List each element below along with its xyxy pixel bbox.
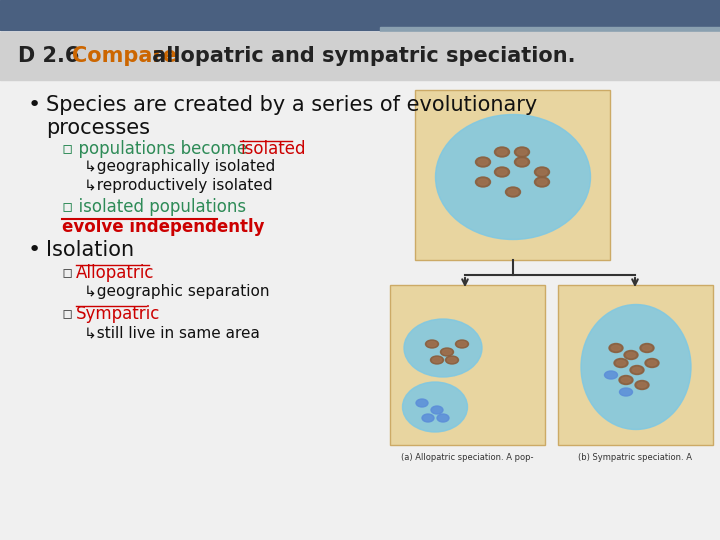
Text: ↳geographic separation: ↳geographic separation	[84, 284, 269, 299]
Ellipse shape	[626, 353, 636, 357]
Ellipse shape	[422, 414, 434, 422]
Ellipse shape	[402, 382, 467, 432]
Ellipse shape	[443, 349, 451, 354]
Ellipse shape	[619, 375, 633, 384]
Text: ↳geographically isolated: ↳geographically isolated	[84, 159, 275, 174]
Ellipse shape	[495, 167, 510, 177]
Ellipse shape	[495, 147, 510, 157]
Ellipse shape	[635, 381, 649, 389]
Text: ▫: ▫	[62, 305, 78, 323]
Ellipse shape	[508, 189, 518, 195]
Bar	[380, 27, 720, 45]
Ellipse shape	[517, 159, 527, 165]
Ellipse shape	[433, 357, 441, 362]
Ellipse shape	[614, 359, 628, 368]
Ellipse shape	[534, 167, 549, 177]
Bar	[0, 32, 720, 80]
Ellipse shape	[437, 414, 449, 422]
Ellipse shape	[616, 361, 626, 366]
Ellipse shape	[534, 177, 549, 187]
Ellipse shape	[441, 348, 454, 356]
Text: ↳reproductively isolated: ↳reproductively isolated	[84, 178, 273, 193]
Ellipse shape	[605, 371, 618, 379]
Text: ▫ populations become: ▫ populations become	[62, 140, 253, 158]
Text: (b) Sympatric speciation. A: (b) Sympatric speciation. A	[578, 453, 693, 462]
Text: ↳still live in same area: ↳still live in same area	[84, 325, 260, 340]
Ellipse shape	[647, 361, 657, 366]
Bar	[0, 0, 720, 30]
Text: ▫ isolated populations: ▫ isolated populations	[62, 198, 246, 216]
Text: Compare: Compare	[72, 46, 177, 66]
Bar	[558, 285, 713, 445]
Ellipse shape	[611, 346, 621, 350]
Ellipse shape	[515, 147, 529, 157]
Ellipse shape	[475, 177, 490, 187]
Ellipse shape	[637, 382, 647, 388]
Bar	[415, 90, 610, 260]
Ellipse shape	[624, 350, 638, 360]
Ellipse shape	[478, 159, 488, 165]
Text: Sympatric: Sympatric	[76, 305, 161, 323]
Ellipse shape	[404, 319, 482, 377]
Ellipse shape	[609, 343, 623, 353]
Ellipse shape	[581, 305, 691, 429]
Ellipse shape	[497, 149, 507, 155]
Text: Allopatric: Allopatric	[76, 264, 155, 282]
Ellipse shape	[621, 377, 631, 382]
Text: D 2.6: D 2.6	[18, 46, 86, 66]
Ellipse shape	[497, 169, 507, 175]
Ellipse shape	[515, 157, 529, 167]
Ellipse shape	[640, 343, 654, 353]
Text: allopatric and sympatric speciation.: allopatric and sympatric speciation.	[145, 46, 575, 66]
Ellipse shape	[642, 346, 652, 350]
Ellipse shape	[619, 388, 632, 396]
Ellipse shape	[436, 114, 590, 240]
Text: ▫: ▫	[62, 264, 78, 282]
Ellipse shape	[517, 149, 527, 155]
Ellipse shape	[475, 157, 490, 167]
Text: isolated: isolated	[240, 140, 305, 158]
Ellipse shape	[416, 399, 428, 407]
Ellipse shape	[428, 341, 436, 347]
Ellipse shape	[456, 340, 469, 348]
Ellipse shape	[632, 368, 642, 373]
Ellipse shape	[645, 359, 659, 368]
Text: evolve independently: evolve independently	[62, 218, 264, 236]
Ellipse shape	[537, 179, 547, 185]
Ellipse shape	[426, 340, 438, 348]
Text: (a) Allopatric speciation. A pop-: (a) Allopatric speciation. A pop-	[401, 453, 534, 462]
Ellipse shape	[478, 179, 488, 185]
Ellipse shape	[431, 406, 443, 414]
Ellipse shape	[537, 169, 547, 175]
Bar	[390, 285, 545, 445]
Text: •: •	[28, 240, 41, 260]
Ellipse shape	[505, 187, 521, 197]
Ellipse shape	[431, 356, 444, 364]
Ellipse shape	[446, 356, 459, 364]
Ellipse shape	[457, 341, 467, 347]
Text: Species are created by a series of evolutionary: Species are created by a series of evolu…	[46, 95, 537, 115]
Text: processes: processes	[46, 118, 150, 138]
Text: •: •	[28, 95, 41, 115]
Text: Isolation: Isolation	[46, 240, 134, 260]
Ellipse shape	[630, 366, 644, 375]
Ellipse shape	[448, 357, 456, 362]
